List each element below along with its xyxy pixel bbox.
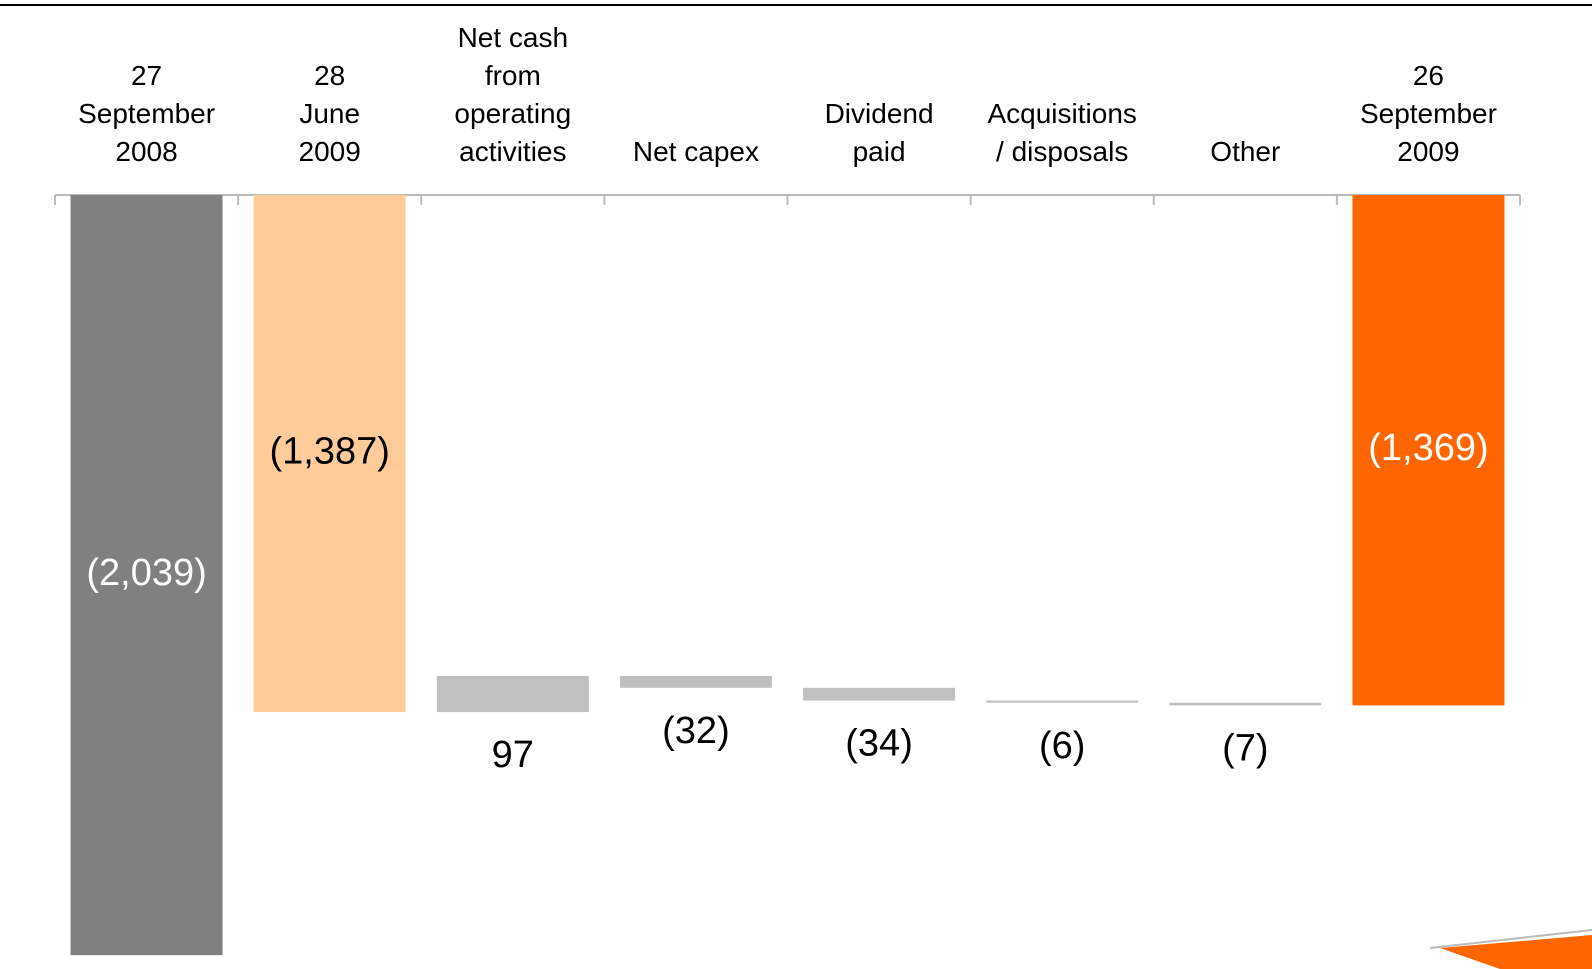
value-label: (1,387) — [269, 431, 389, 473]
category-label: 28 June 2009 — [298, 60, 361, 167]
bar — [1352, 195, 1505, 706]
bar — [253, 195, 406, 713]
bar — [986, 700, 1139, 703]
category-label: Net capex — [632, 136, 759, 167]
bar — [436, 675, 589, 713]
value-label: (32) — [662, 710, 730, 752]
category-label: Acquisitions / disposals — [987, 98, 1137, 167]
value-label: 97 — [492, 734, 534, 776]
bar — [70, 195, 223, 956]
category-label: 27 September 2008 — [78, 60, 216, 167]
bar — [1169, 702, 1322, 706]
bar — [619, 675, 772, 688]
bar — [803, 687, 956, 701]
value-label: (34) — [845, 723, 913, 765]
value-label: (6) — [1039, 725, 1085, 767]
value-label: (2,039) — [86, 552, 206, 594]
category-label: Dividend paid — [824, 98, 934, 167]
decoration-line — [1429, 929, 1592, 949]
decoration — [1440, 935, 1592, 969]
value-label: (1,369) — [1368, 427, 1488, 469]
category-label: Net cash from operating activities — [454, 22, 572, 167]
category-label: Other — [1210, 136, 1281, 167]
value-label: (7) — [1222, 727, 1268, 769]
category-label: 26 September 2009 — [1359, 60, 1497, 167]
